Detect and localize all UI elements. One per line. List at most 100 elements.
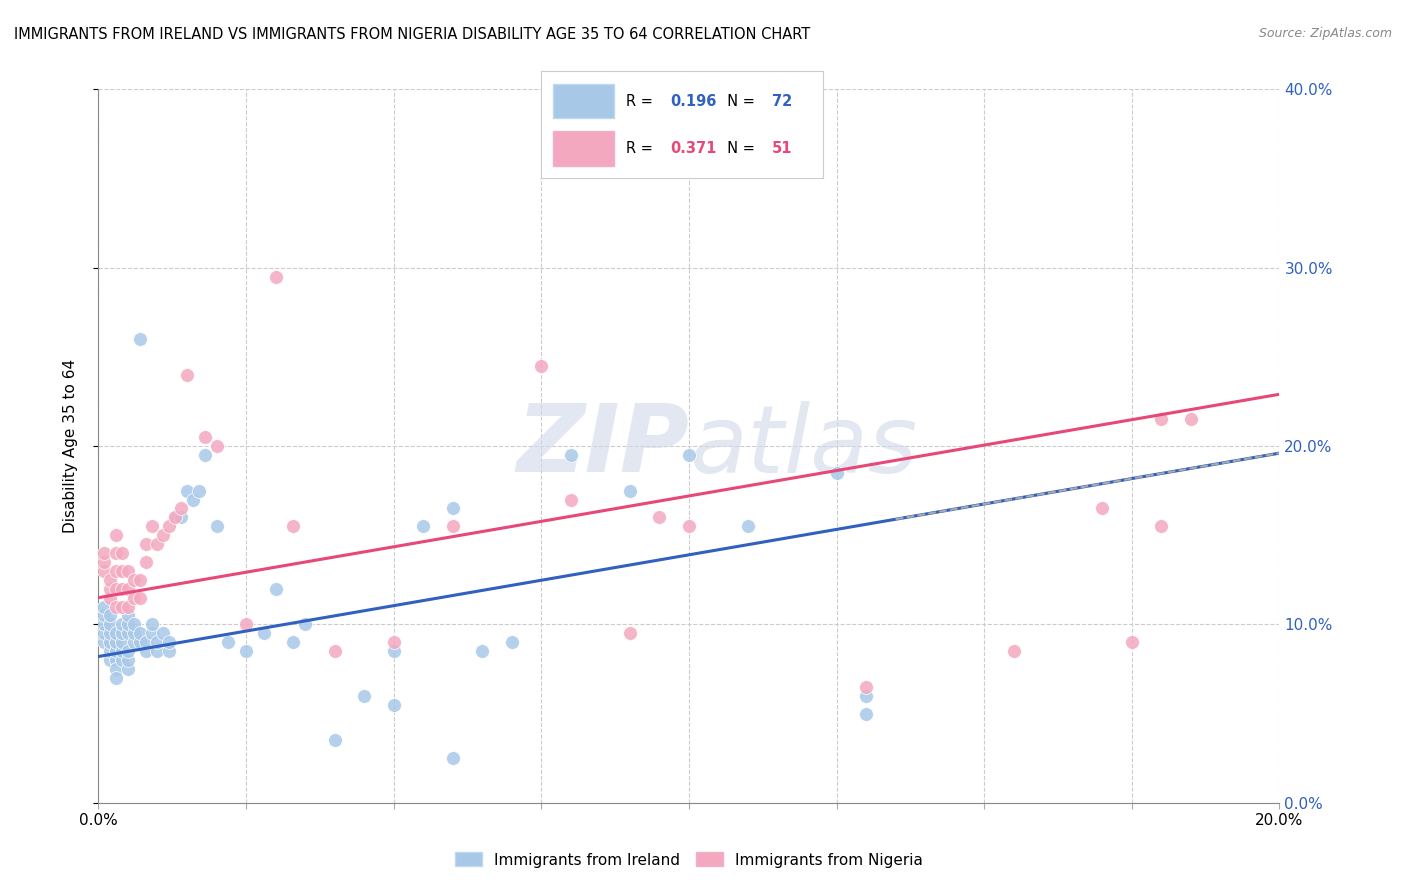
Text: N =: N = (718, 94, 761, 109)
Point (152, 626, 174, 640)
Point (93, 635, 115, 649)
Text: Source: ZipAtlas.com: Source: ZipAtlas.com (1258, 27, 1392, 40)
Point (170, 501, 193, 516)
Point (382, 698, 405, 712)
Point (141, 519, 163, 533)
Point (855, 706, 877, 721)
Point (122, 617, 145, 632)
Point (737, 519, 759, 533)
Point (105, 528, 128, 542)
Text: IMMIGRANTS FROM IRELAND VS IMMIGRANTS FROM NIGERIA DISABILITY AGE 35 TO 64 CORRE: IMMIGRANTS FROM IRELAND VS IMMIGRANTS FR… (14, 27, 810, 42)
Text: 72: 72 (772, 94, 792, 109)
Point (98, 644, 121, 658)
Text: R =: R = (626, 94, 657, 109)
Point (323, 733, 346, 747)
FancyBboxPatch shape (553, 131, 614, 166)
Point (93, 546, 115, 560)
Point (117, 626, 139, 640)
Point (146, 635, 169, 649)
Point (98, 591, 121, 605)
Point (98, 635, 121, 649)
Point (122, 626, 145, 640)
Point (105, 653, 128, 667)
Point (194, 430, 217, 444)
Point (205, 519, 228, 533)
FancyBboxPatch shape (553, 84, 614, 119)
Y-axis label: Disability Age 35 to 64: Disability Age 35 to 64 (63, 359, 77, 533)
Point (117, 653, 139, 667)
Point (117, 564, 139, 578)
Point (98, 617, 121, 632)
Point (105, 644, 128, 658)
Point (323, 644, 346, 658)
Point (205, 439, 228, 453)
Point (194, 448, 217, 462)
Point (135, 555, 157, 569)
Point (441, 501, 464, 516)
Point (141, 626, 163, 640)
Text: N =: N = (718, 141, 761, 156)
Point (187, 483, 209, 498)
Point (93, 555, 115, 569)
Point (176, 483, 198, 498)
Point (619, 626, 641, 640)
Point (117, 617, 139, 632)
Point (135, 644, 157, 658)
Point (105, 564, 128, 578)
Point (105, 626, 128, 640)
Text: 0.196: 0.196 (671, 94, 717, 109)
Point (855, 689, 877, 703)
Point (111, 653, 134, 667)
Point (1121, 635, 1143, 649)
Point (264, 582, 287, 596)
Text: R =: R = (626, 141, 657, 156)
Point (1180, 412, 1202, 426)
Point (105, 635, 128, 649)
Point (128, 573, 150, 587)
Point (176, 368, 198, 382)
Point (264, 269, 287, 284)
Point (128, 332, 150, 346)
Point (128, 635, 150, 649)
Point (111, 626, 134, 640)
Point (111, 644, 134, 658)
Text: ZIP: ZIP (516, 400, 689, 492)
Point (157, 644, 180, 658)
Point (111, 546, 134, 560)
Point (93, 626, 115, 640)
Point (105, 582, 128, 596)
Point (530, 359, 553, 373)
Point (117, 644, 139, 658)
Text: 51: 51 (772, 141, 793, 156)
Point (253, 626, 276, 640)
Point (135, 537, 157, 551)
Point (235, 617, 257, 632)
Point (117, 608, 139, 623)
Point (152, 528, 174, 542)
Point (117, 662, 139, 676)
Point (181, 492, 204, 507)
Text: atlas: atlas (689, 401, 917, 491)
Point (93, 608, 115, 623)
Point (165, 510, 187, 524)
Point (128, 591, 150, 605)
Point (146, 537, 169, 551)
Point (678, 519, 700, 533)
Point (98, 608, 121, 623)
Point (146, 644, 169, 658)
Point (560, 492, 582, 507)
Point (117, 599, 139, 614)
Point (501, 635, 523, 649)
Point (122, 591, 145, 605)
Point (825, 466, 848, 480)
Point (93, 564, 115, 578)
Point (93, 617, 115, 632)
Point (105, 671, 128, 685)
Point (135, 635, 157, 649)
Point (117, 582, 139, 596)
Point (441, 751, 464, 765)
Point (619, 483, 641, 498)
Point (441, 519, 464, 533)
Point (283, 635, 305, 649)
Point (111, 582, 134, 596)
